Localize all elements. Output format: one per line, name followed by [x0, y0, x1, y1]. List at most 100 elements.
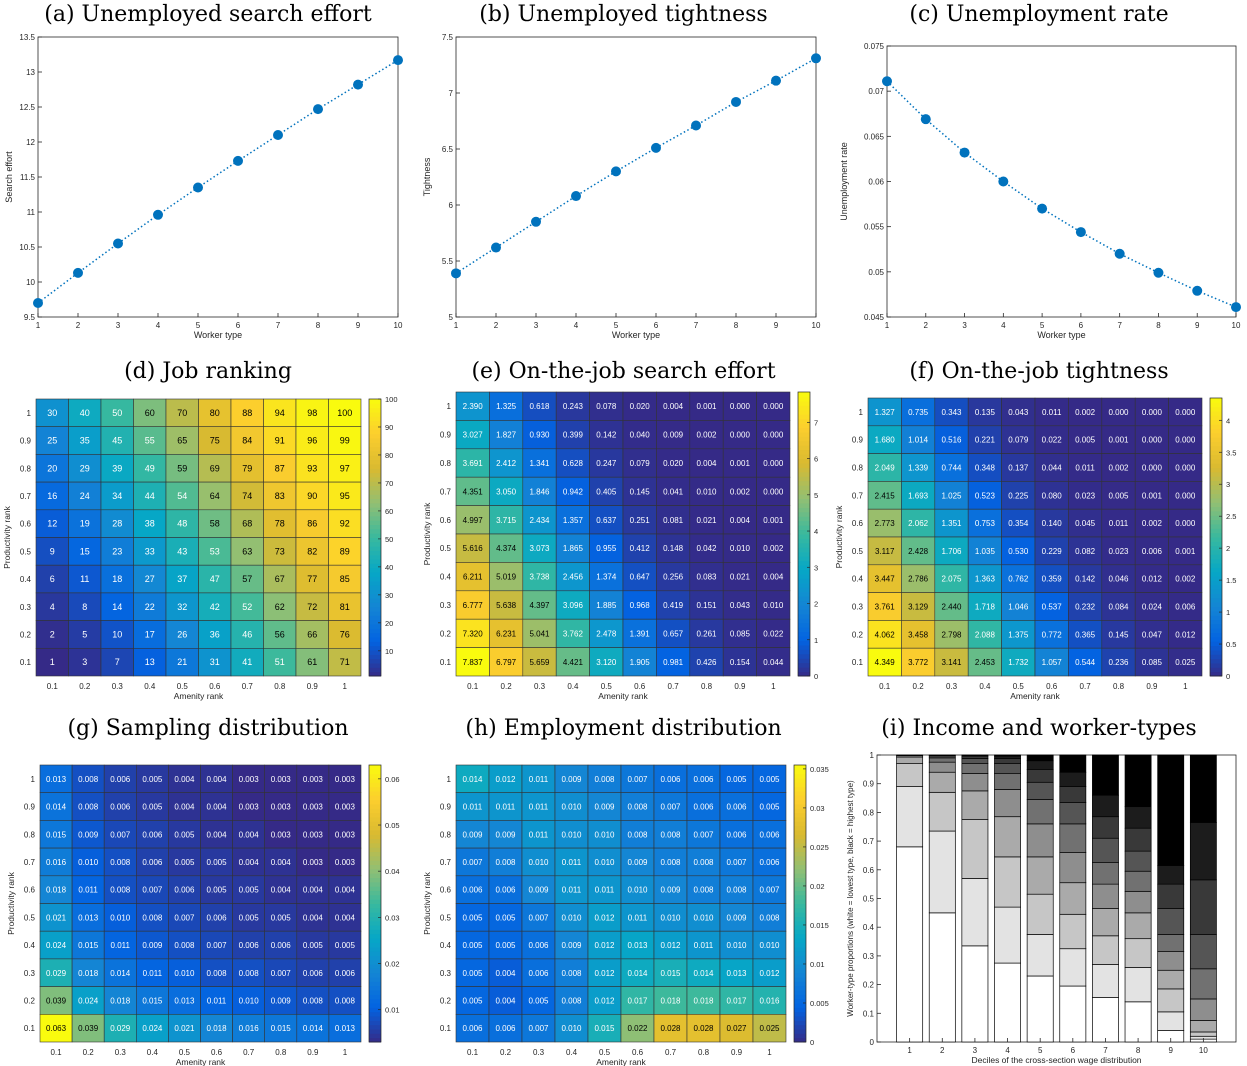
stacked-bar-segment — [1059, 786, 1087, 803]
cell-value-label: 0.024 — [46, 941, 67, 950]
colorbar-tick-label: 0 — [810, 1038, 814, 1047]
colorbar-segment — [369, 907, 381, 913]
heatmap-cell — [100, 592, 134, 621]
cell-value-label: 0.140 — [1042, 519, 1063, 528]
colorbar-segment — [798, 667, 810, 673]
data-point — [393, 55, 403, 66]
colorbar-tick-label: 0.03 — [385, 913, 400, 922]
cell-value-label: 99 — [340, 436, 350, 446]
cell-value-label: 0.005 — [303, 941, 324, 950]
cell-value-label: 0.004 — [303, 886, 324, 895]
cell-value-label: 94 — [275, 408, 285, 418]
y-tick-label: 1 — [870, 751, 875, 760]
heatmap-cell — [620, 764, 655, 794]
cell-value-label: 1.706 — [941, 547, 962, 556]
y-tick-label: 0.1 — [20, 658, 32, 667]
cell-value-label: 0.044 — [1042, 464, 1063, 473]
y-tick-label: 11 — [27, 208, 36, 217]
x-tick-label: 0.9 — [307, 1048, 319, 1057]
heatmap-cell — [1168, 592, 1203, 621]
heatmap-cell — [488, 820, 523, 849]
cell-value-label: 0.027 — [726, 1024, 747, 1033]
colorbar-segment — [369, 494, 381, 500]
x-tick-label: 3 — [534, 321, 539, 330]
colorbar-segment — [798, 449, 810, 455]
cell-value-label: 2.798 — [941, 630, 962, 639]
heatmap-cell — [232, 764, 266, 794]
heatmap-cell — [489, 391, 524, 421]
colorbar-segment — [794, 838, 806, 844]
x-tick-label: 7 — [1117, 321, 1122, 330]
heatmap-cell — [35, 620, 69, 649]
colorbar-segment — [794, 1037, 806, 1043]
cell-value-label: 25 — [47, 436, 57, 446]
colorbar-segment — [369, 433, 381, 439]
heatmap-cell — [653, 1013, 688, 1043]
cell-value-label: 0.006 — [759, 858, 780, 867]
stacked-bar-segment — [1157, 988, 1185, 1013]
x-tick-label: 7 — [694, 321, 699, 330]
colorbar-segment — [798, 653, 810, 659]
heatmap-cell — [200, 986, 233, 1015]
colorbar-segment — [1210, 645, 1222, 651]
cell-value-label: 0.006 — [495, 886, 516, 895]
stacked-bar-segment — [1092, 964, 1119, 998]
heatmap-cell — [296, 958, 330, 987]
colorbar-segment — [1210, 589, 1222, 594]
colorbar-segment — [798, 605, 810, 610]
colorbar-segment — [369, 1024, 381, 1030]
stacked-bar-segment — [994, 763, 1021, 775]
heatmap-cell — [689, 391, 724, 421]
x-tick-label: 9 — [774, 321, 779, 330]
cell-value-label: 0.015 — [142, 996, 163, 1005]
cell-value-label: 0.523 — [975, 491, 996, 500]
heatmap-cell — [263, 481, 297, 511]
cell-value-label: 81 — [340, 602, 350, 612]
colorbar-segment — [798, 591, 810, 597]
x-tick-label: 3 — [116, 321, 121, 330]
x-tick-label: 1 — [343, 1048, 348, 1057]
cell-value-label: 0.007 — [726, 858, 747, 867]
cell-value-label: 0.082 — [1075, 547, 1096, 556]
colorbar-segment — [798, 392, 810, 397]
colorbar-segment — [794, 829, 806, 835]
cell-value-label: 82 — [307, 546, 317, 556]
colorbar-segment — [369, 769, 381, 775]
heatmap-cell — [756, 476, 791, 506]
heatmap-cell — [622, 505, 657, 535]
panel-c: (c) Unemployment rate 1 2 3 4 5 6 7 8 9 10 0.045 0.… — [831, 0, 1247, 355]
cell-value-label: 0.012 — [594, 913, 615, 922]
cell-value-label: 58 — [210, 519, 220, 529]
heatmap-cell — [328, 792, 362, 821]
cell-value-label: 0.045 — [1075, 519, 1096, 528]
chart-title: (i) Income and worker-types — [881, 716, 1197, 741]
colorbar-segment — [369, 585, 381, 590]
x-tick-label: 0.4 — [144, 682, 156, 691]
x-tick-label: 1 — [885, 321, 890, 330]
cell-value-label: 0.006 — [693, 775, 714, 784]
colorbar-frame — [1209, 397, 1223, 677]
heatmap-cell — [136, 820, 169, 849]
heatmap-cell — [689, 533, 724, 563]
colorbar-segment — [369, 407, 381, 413]
cell-value-label: 0.261 — [696, 629, 717, 638]
heatmap-cell — [230, 537, 264, 566]
heatmap-cell — [620, 820, 655, 849]
heatmap-cell — [752, 875, 787, 904]
heatmap-cell — [296, 847, 330, 877]
y-tick-label: 0.7 — [24, 858, 36, 867]
cell-value-label: 1.865 — [563, 544, 584, 553]
heatmap-cell — [133, 509, 167, 538]
cell-value-label: 0.011 — [628, 913, 648, 922]
heatmap-cell — [455, 875, 490, 904]
heatmap-cell — [1001, 453, 1036, 482]
cell-value-label: 0.018 — [110, 996, 131, 1005]
heatmap-cell — [328, 647, 362, 677]
colorbar-tick-label: 0.5 — [1226, 640, 1236, 649]
stacked-bar-segment — [1026, 934, 1054, 977]
cell-value-label: 0.544 — [1075, 658, 1096, 667]
cell-value-label: 0.005 — [142, 803, 163, 812]
cell-value-label: 0.013 — [174, 996, 195, 1005]
colorbar-segment — [798, 476, 810, 482]
colorbar-segment — [1210, 619, 1222, 625]
